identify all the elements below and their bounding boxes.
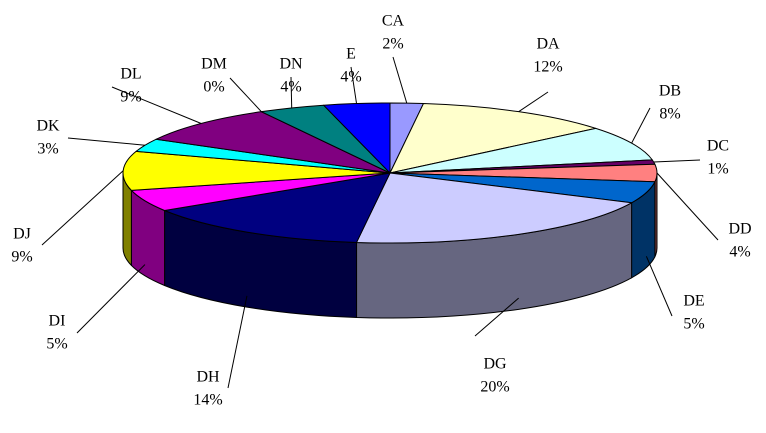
leader-line xyxy=(229,77,262,112)
leader-line xyxy=(41,170,124,246)
leader-line xyxy=(111,86,202,124)
value-label: 4% xyxy=(280,79,301,96)
category-label: DD xyxy=(728,221,751,238)
pie-slice xyxy=(164,172,391,243)
leader-line xyxy=(290,76,293,108)
category-label: CA xyxy=(382,13,405,30)
category-label: DB xyxy=(659,83,681,100)
category-label: DL xyxy=(120,66,141,83)
category-label: DI xyxy=(49,313,66,330)
value-label: 4% xyxy=(729,244,750,261)
value-label: 14% xyxy=(193,392,222,409)
leader-line xyxy=(392,56,408,104)
pie-slice xyxy=(356,172,633,244)
leader-line xyxy=(76,264,146,334)
leader-line xyxy=(656,172,719,241)
category-label: DH xyxy=(196,369,220,386)
leader-line xyxy=(645,256,673,317)
leader-line xyxy=(474,297,519,337)
category-label: DG xyxy=(483,356,507,373)
pie-slice xyxy=(155,111,391,174)
leader-line xyxy=(653,159,701,163)
value-label: 12% xyxy=(533,59,562,76)
category-label: DJ xyxy=(13,226,31,243)
value-label: 9% xyxy=(11,249,32,266)
category-label: DC xyxy=(707,138,729,155)
value-label: 8% xyxy=(659,106,680,123)
value-label: 9% xyxy=(120,89,141,106)
pie-slice xyxy=(323,102,391,174)
value-label: 0% xyxy=(203,79,224,96)
value-label: 4% xyxy=(340,69,361,86)
category-label: E xyxy=(346,46,356,63)
category-label: DA xyxy=(536,36,560,53)
leader-line xyxy=(67,137,146,146)
value-label: 5% xyxy=(683,316,704,333)
value-label: 1% xyxy=(707,161,728,178)
value-label: 2% xyxy=(382,36,403,53)
leader-line xyxy=(631,107,651,144)
leader-line xyxy=(227,295,248,389)
leader-line xyxy=(350,66,358,104)
value-label: 20% xyxy=(480,379,509,396)
category-label: DM xyxy=(201,56,227,73)
pie-slice xyxy=(389,103,597,174)
leader-line xyxy=(518,91,549,113)
category-label: DK xyxy=(36,118,60,135)
value-label: 5% xyxy=(46,336,67,353)
category-label: DN xyxy=(279,56,303,73)
category-label: DE xyxy=(683,293,704,310)
pie-slice xyxy=(122,150,391,191)
value-label: 3% xyxy=(37,141,58,158)
